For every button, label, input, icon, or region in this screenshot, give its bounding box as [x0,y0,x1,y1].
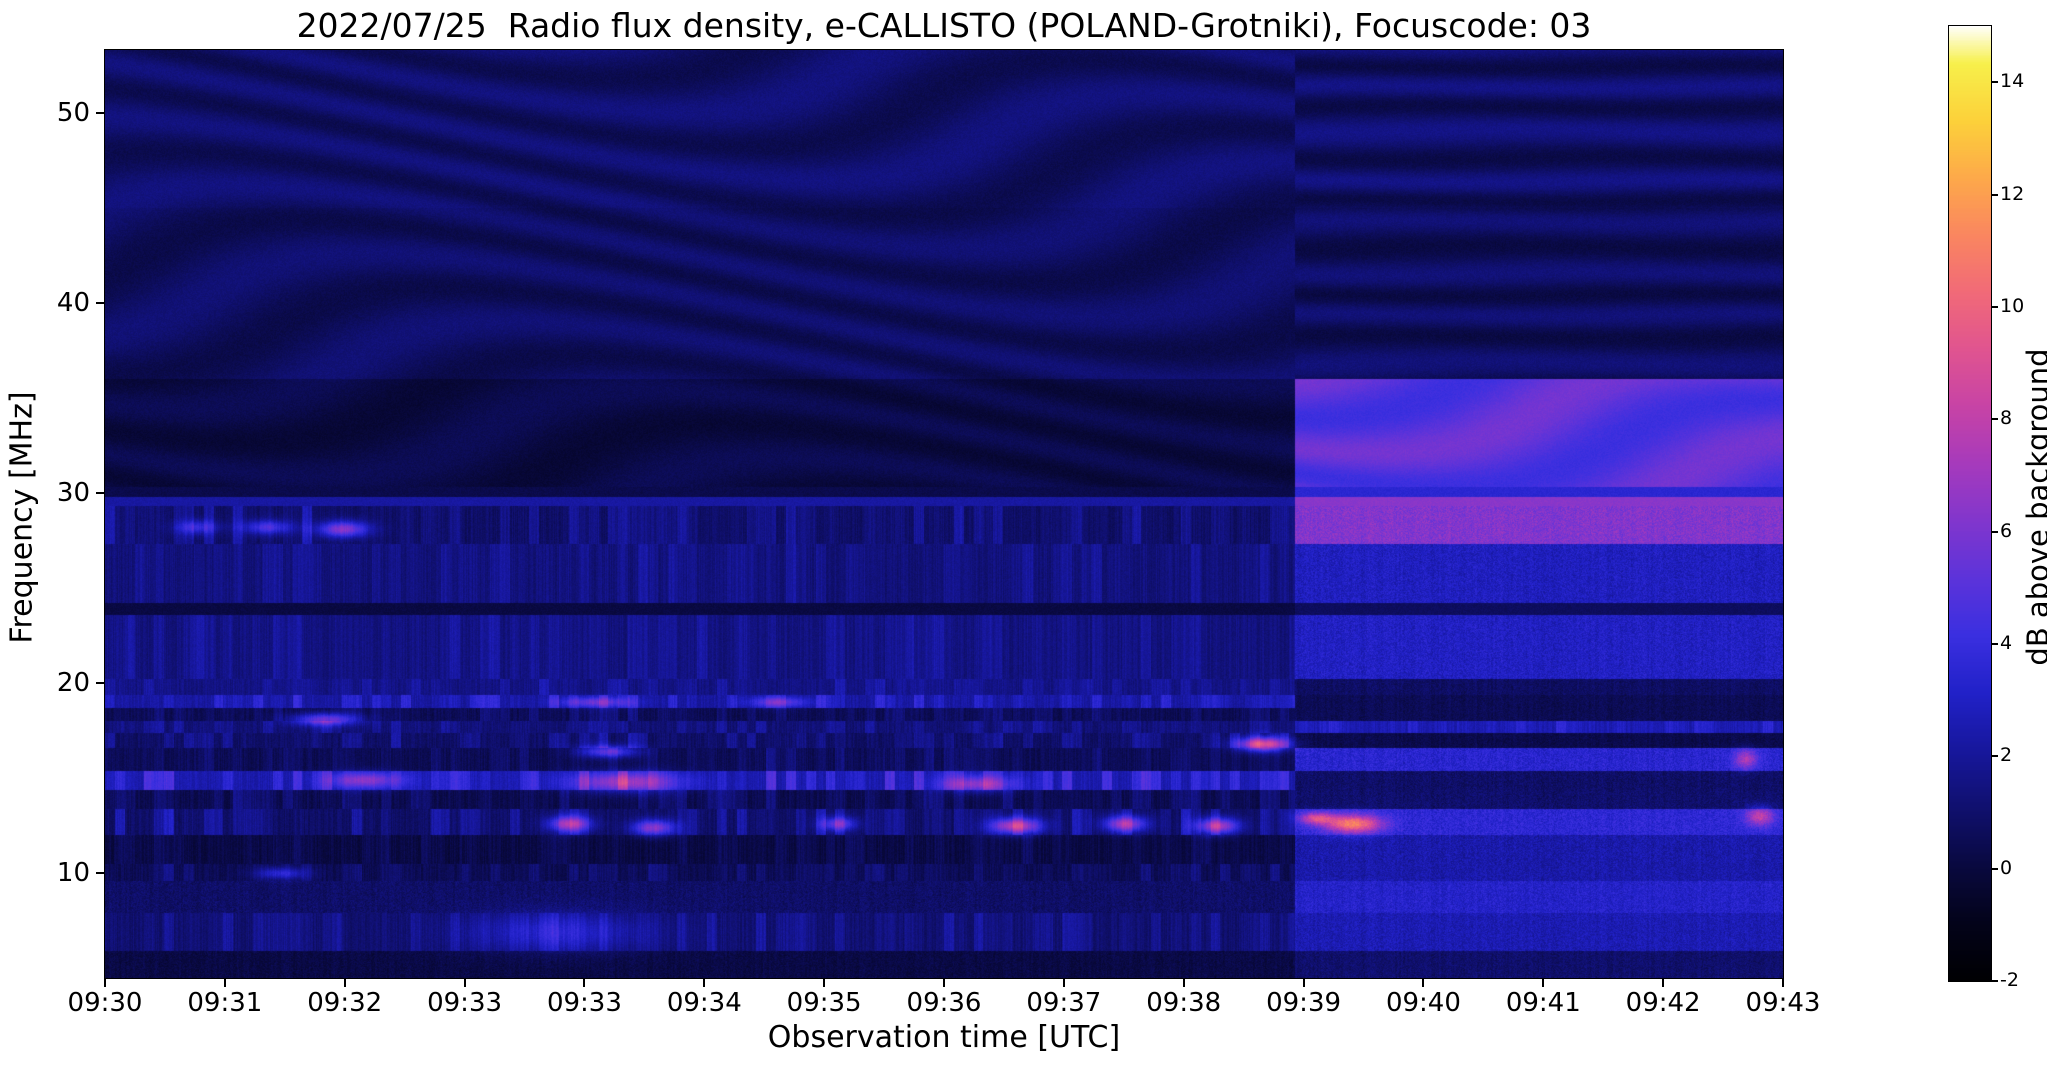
x-tick-label: 09:41 [1505,988,1581,1018]
x-axis-label: Observation time [UTC] [767,1020,1121,1055]
x-tick-mark [223,978,226,987]
x-tick-mark [463,978,466,987]
colorbar-tick-mark [1991,867,1998,870]
x-tick-label: 09:30 [67,988,143,1018]
x-tick-mark [1782,978,1784,987]
colorbar-tick-label: 4 [2000,631,2013,654]
colorbar-tick-mark [1991,418,1998,421]
x-tick-label: 09:32 [307,988,383,1018]
colorbar-tick-mark [1991,755,1998,758]
colorbar-tick-label: 8 [2000,407,2013,430]
y-tick-mark [96,492,105,495]
x-tick-mark [343,978,346,987]
y-tick-label: 20 [56,668,90,699]
x-tick-label: 09:40 [1385,988,1461,1018]
colorbar-tick-label: 6 [2000,519,2013,542]
colorbar-tick-label: 0 [2000,856,2013,879]
x-tick-label: 09:31 [187,988,263,1018]
y-tick-label: 10 [56,858,90,889]
x-tick-mark [1302,978,1305,987]
y-tick-label: 40 [56,287,90,318]
x-tick-label: 09:33 [427,988,503,1018]
colorbar-tick-label: 12 [2000,182,2025,205]
y-tick-label: 50 [56,97,90,128]
colorbar-tick-mark [1991,305,1998,308]
x-tick-mark [703,978,706,987]
y-tick-mark [96,111,105,114]
x-tick-mark [1182,978,1185,987]
figure-title: 2022/07/25 Radio flux density, e-CALLIST… [296,6,1592,45]
x-tick-label: 09:42 [1625,988,1701,1018]
colorbar-tick-mark [1991,642,1998,645]
y-tick-label: 30 [56,478,90,509]
colorbar-gradient [1949,26,1991,981]
colorbar-tick-mark [1991,81,1998,84]
x-tick-mark [823,978,826,987]
colorbar-tick-mark [1991,193,1998,196]
y-tick-mark [96,301,105,304]
colorbar-tick-label: 14 [2000,70,2025,93]
x-tick-mark [1422,978,1425,987]
x-tick-mark [1542,978,1545,987]
y-tick-mark [96,682,105,685]
x-tick-mark [1062,978,1065,987]
x-tick-mark [104,978,106,987]
x-tick-label: 09:36 [906,988,982,1018]
x-tick-mark [583,978,586,987]
x-tick-label: 09:33 [546,988,622,1018]
x-tick-label: 09:39 [1266,988,1342,1018]
x-tick-mark [1662,978,1665,987]
x-tick-label: 09:37 [1026,988,1102,1018]
colorbar-tick-label: 2 [2000,744,2013,767]
y-tick-mark [96,872,105,875]
colorbar-tick-mark [1991,980,1998,982]
x-tick-label: 09:34 [666,988,742,1018]
y-axis-label: Frequency [MHz] [4,391,40,644]
colorbar-tick-label: 10 [2000,294,2025,317]
colorbar-label: dB above background [2021,348,2047,666]
x-tick-label: 09:43 [1745,988,1821,1018]
colorbar-tick-label: -2 [2000,969,2019,991]
spectrogram-heatmap [105,50,1783,978]
x-tick-label: 09:35 [786,988,862,1018]
colorbar-tick-mark [1991,530,1998,533]
x-tick-mark [943,978,945,987]
x-tick-label: 09:38 [1146,988,1222,1018]
